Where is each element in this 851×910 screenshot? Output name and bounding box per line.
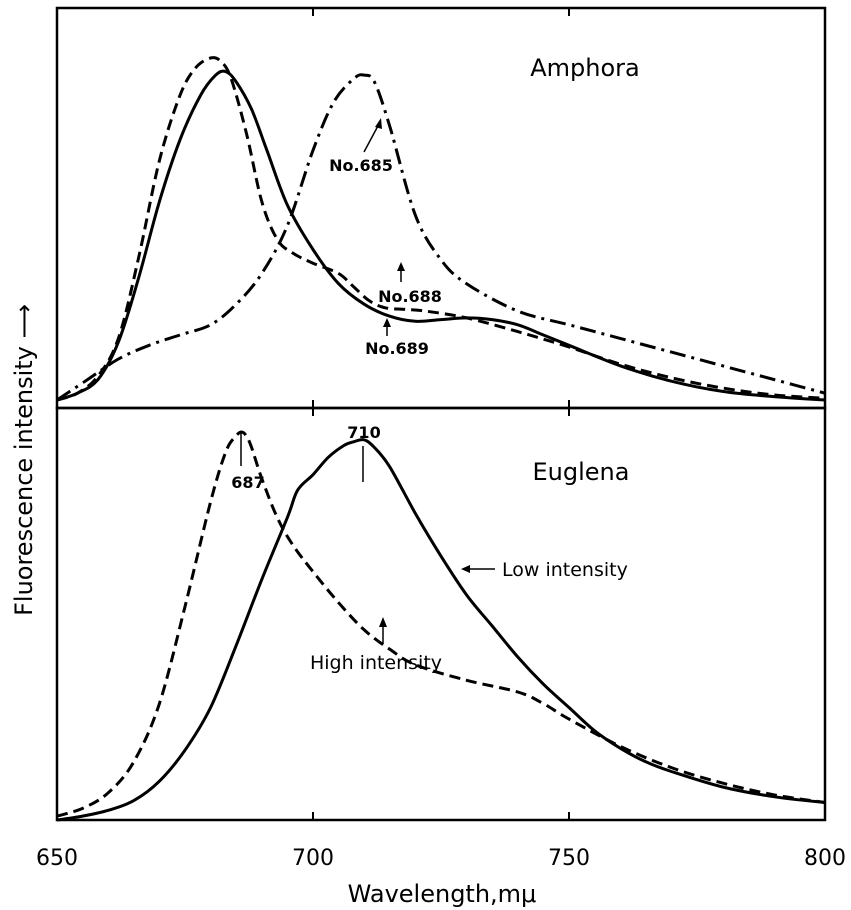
- y-axis-label: Fluorescence intensity ⟶: [10, 304, 38, 616]
- x-tick-label-700: 700: [292, 846, 334, 871]
- x-tick-label-800: 800: [804, 846, 846, 871]
- bottom-panel-frame: [55, 406, 827, 822]
- annotation-no689-label: No.689: [365, 339, 429, 358]
- x-axis-label: Wavelength,mμ: [348, 880, 537, 908]
- top-series-no-689: [56, 69, 826, 402]
- annotation-no688-label: No.688: [378, 287, 442, 306]
- top-series-no-688: [56, 56, 826, 402]
- arrowhead-icon: [397, 262, 405, 271]
- bottom-series-high-intensity: [56, 430, 826, 818]
- annotation-no688: No.688: [378, 262, 442, 306]
- top-series-no-685: [56, 73, 826, 402]
- top-panel-curves: [56, 56, 826, 402]
- annotation-no685-label: No.685: [329, 156, 393, 175]
- arrowhead-icon: [375, 118, 382, 129]
- top-panel-frame: [55, 6, 827, 410]
- arrowhead-icon: [383, 318, 391, 327]
- annotation-low-intensity-label: Low intensity: [502, 559, 628, 581]
- arrowhead-icon: [461, 565, 470, 573]
- annotation-peak-710-label: 710: [347, 423, 380, 442]
- x-tick-label-750: 750: [548, 846, 590, 871]
- bottom-panel-title: Euglena: [533, 458, 630, 486]
- bottom-panel-curves: [56, 430, 826, 822]
- annotation-peak-687: 687: [231, 432, 265, 492]
- bottom-series-low-intensity: [56, 438, 826, 822]
- top-panel-title: Amphora: [530, 54, 640, 82]
- annotation-peak-687-label: 687: [231, 473, 264, 492]
- x-axis-ticks: [56, 8, 826, 820]
- annotation-high-intensity: High intensity: [310, 617, 442, 674]
- annotation-no685: No.685: [329, 118, 393, 175]
- annotation-high-intensity-label: High intensity: [310, 652, 442, 674]
- x-tick-label-650: 650: [36, 846, 78, 871]
- arrowhead-icon: [379, 617, 387, 627]
- annotation-peak-710: 710: [347, 423, 381, 482]
- annotation-no689: No.689: [365, 318, 429, 358]
- annotation-low-intensity: Low intensity: [461, 559, 628, 581]
